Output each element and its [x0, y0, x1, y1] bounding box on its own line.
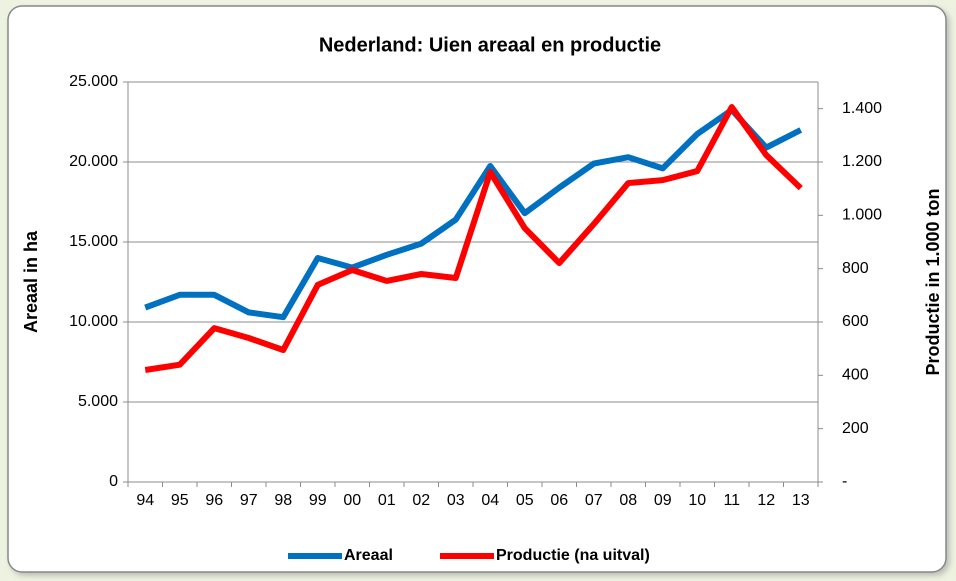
x-tick-label: 97 — [240, 492, 258, 509]
x-tick-label: 03 — [447, 492, 465, 509]
y2-tick-label: 1.000 — [842, 207, 882, 224]
y2-axis-title: Productie in 1.000 ton — [923, 188, 943, 375]
x-tick-label: 08 — [619, 492, 637, 509]
y2-tick-label: 200 — [842, 420, 869, 437]
x-tick-label: 12 — [757, 492, 775, 509]
y-tick-label: 0 — [109, 473, 118, 490]
y-tick-label: 20.000 — [69, 153, 118, 170]
y-tick-label: 10.000 — [69, 313, 118, 330]
chart-title: Nederland: Uien areaal en productie — [319, 34, 661, 56]
series-line — [144, 104, 803, 373]
legend-label: Productie (na uitval) — [496, 547, 650, 564]
x-tick-label: 04 — [481, 492, 499, 509]
x-tick-label: 98 — [274, 492, 292, 509]
x-tick-label: 13 — [792, 492, 810, 509]
y-tick-label: 5.000 — [78, 393, 118, 410]
x-tick-label: 00 — [343, 492, 361, 509]
x-tick-label: 11 — [723, 492, 740, 509]
x-tick-label: 05 — [516, 492, 534, 509]
y-axis-title: Areaal in ha — [21, 230, 41, 333]
series-line — [144, 107, 803, 321]
y2-tick-label: 600 — [842, 313, 869, 330]
x-tick-label: 99 — [309, 492, 327, 509]
x-tick-label: 94 — [136, 492, 154, 509]
x-tick-label: 02 — [412, 492, 430, 509]
y-tick-label: 25.000 — [69, 73, 118, 90]
y2-tick-label: 800 — [842, 260, 869, 277]
x-tick-label: 01 — [378, 492, 396, 509]
y2-tick-label: 400 — [842, 367, 869, 384]
y-tick-label: 15.000 — [69, 233, 118, 250]
x-tick-label: 10 — [688, 492, 706, 509]
x-tick-label: 95 — [171, 492, 189, 509]
x-tick-label: 09 — [654, 492, 672, 509]
y2-tick-label: 1.400 — [842, 100, 882, 117]
y2-tick-label: 1.200 — [842, 153, 882, 170]
chart-panel — [7, 5, 947, 573]
x-tick-label: 96 — [205, 492, 223, 509]
x-tick-label: 07 — [585, 492, 603, 509]
legend-label: Areaal — [344, 547, 393, 564]
y2-tick-label: - — [842, 473, 847, 490]
x-tick-label: 06 — [550, 492, 568, 509]
